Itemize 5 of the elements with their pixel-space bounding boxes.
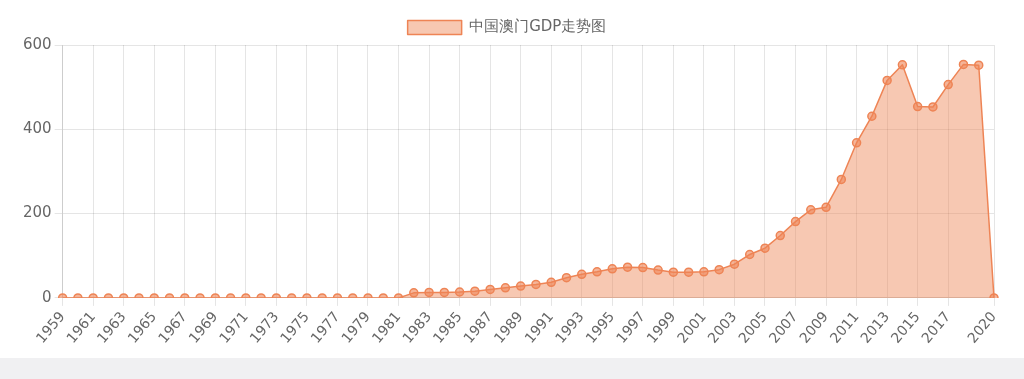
y-tick-label: 200 <box>22 203 52 222</box>
y-tick-label: 600 <box>22 34 52 53</box>
y-tick-label: 0 <box>42 287 52 306</box>
legend-label: 中国澳门GDP走势图 <box>469 17 607 36</box>
y-tick-label: 400 <box>22 119 52 138</box>
